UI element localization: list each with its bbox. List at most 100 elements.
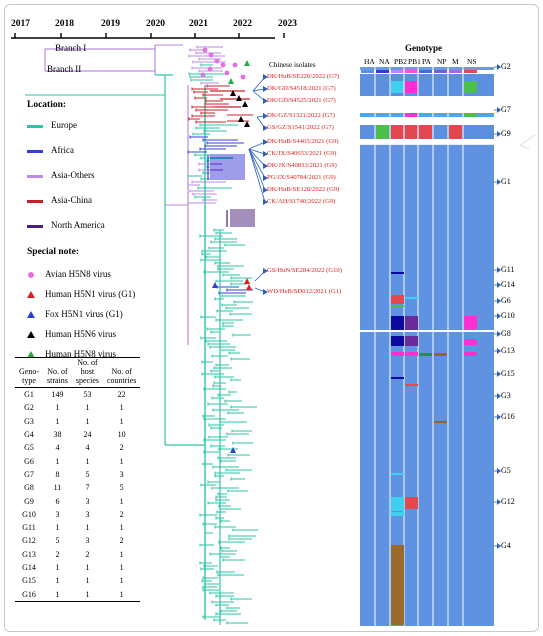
cell xyxy=(391,316,404,330)
genotype-label: G7 xyxy=(501,105,511,114)
avian-h5n8-dot-icon xyxy=(240,74,246,80)
europe-swatch xyxy=(27,125,43,128)
genotype-label: G13 xyxy=(501,346,515,355)
cell xyxy=(391,336,404,346)
segment-header: PB2 xyxy=(394,57,407,66)
table-header-row: Geno- type No. of strains No. of host spec… xyxy=(15,357,141,388)
segment-header: NS xyxy=(467,57,477,66)
genotype-summary-table: Geno- type No. of strains No. of host spec… xyxy=(15,357,141,602)
table-cell: G1 xyxy=(24,390,34,400)
genotype-label: G14 xyxy=(501,280,515,289)
pointer-arrow-icon xyxy=(263,113,268,119)
legend-asia-others: Asia-Others xyxy=(51,170,95,180)
table-cell: 1 xyxy=(119,456,124,466)
table-row: G4 38 24 10 xyxy=(15,428,140,441)
table-cell: G14 xyxy=(22,563,36,572)
pointer-arrow-icon xyxy=(497,282,501,288)
figure-frame: 2017 2018 2019 2020 2021 2022 2023 Branc… xyxy=(4,4,539,632)
cell xyxy=(464,316,477,330)
pointer-arrow-icon xyxy=(497,179,501,185)
table-cell: 1 xyxy=(55,523,60,533)
pointer-arrow-icon xyxy=(263,187,268,193)
pointer-line xyxy=(248,148,266,167)
legend-human-h5n8: Human H5N8 virus xyxy=(45,349,116,359)
pointer-arrow-icon xyxy=(497,468,501,474)
isolate-label: DK/JX/S40833/2021 (G9) xyxy=(267,162,337,169)
table-row: G3 1 1 1 xyxy=(15,415,140,428)
table-cell: 2 xyxy=(119,536,124,546)
pointer-arrow-icon xyxy=(263,98,268,104)
table-cell: 3 xyxy=(119,469,124,479)
table-cell: 5 xyxy=(85,469,90,479)
table-header-cell: No. of host species xyxy=(75,358,99,385)
cell xyxy=(405,125,418,139)
table-row: G13 2 2 1 xyxy=(15,548,140,561)
pointer-arrow-icon xyxy=(497,313,501,319)
pointer-arrow-icon xyxy=(497,131,501,137)
cell xyxy=(464,339,477,345)
table-cell: 24 xyxy=(83,430,92,440)
location-legend-title: Location: xyxy=(27,100,67,110)
branch-2-label: Branch II xyxy=(47,64,82,74)
table-cell: G6 xyxy=(24,456,34,466)
year-label: 2020 xyxy=(146,19,165,29)
table-cell: 1 xyxy=(55,456,60,466)
table-row: G9 6 3 1 xyxy=(15,494,140,507)
segment-header: PB1 xyxy=(408,57,421,66)
human-h5n6-triangle-icon xyxy=(27,331,35,338)
cell xyxy=(376,125,389,139)
table-cell: 149 xyxy=(51,390,64,400)
segment-stripe xyxy=(449,70,462,73)
table-cell: 6 xyxy=(55,496,60,506)
segment-stripe xyxy=(361,70,374,73)
table-cell: G15 xyxy=(22,576,36,586)
g7-band xyxy=(360,113,494,117)
table-cell: 10 xyxy=(117,430,126,440)
year-label: 2017 xyxy=(11,19,30,29)
year-label: 2019 xyxy=(101,19,120,29)
table-cell: 7 xyxy=(85,483,90,493)
table-cell: 1 xyxy=(55,563,60,572)
africa-swatch xyxy=(27,150,43,153)
pointer-arrow-icon xyxy=(497,348,501,354)
table-cell: G12 xyxy=(22,536,36,546)
year-label: 2018 xyxy=(55,19,74,29)
avian-h5n8-dot-icon xyxy=(214,58,220,64)
segment-stripe xyxy=(376,70,389,73)
table-row: G7 8 5 3 xyxy=(15,468,140,481)
table-cell: 2 xyxy=(85,549,90,559)
table-cell: 5 xyxy=(119,483,124,493)
segment-stripe xyxy=(419,70,432,73)
table-cell: G8 xyxy=(24,483,34,493)
table-row: G5 4 4 2 xyxy=(15,441,140,454)
pointer-line xyxy=(248,148,266,155)
cell xyxy=(391,305,404,307)
fox-h5n1-triangle-icon xyxy=(230,447,236,453)
cell xyxy=(391,473,404,475)
cell xyxy=(405,113,418,117)
watermark-arrow xyxy=(519,134,536,146)
cell xyxy=(391,125,404,139)
table-cell: 1 xyxy=(85,456,90,466)
isolate-label: DK/HuB/S4465/2021 (G9) xyxy=(267,138,339,145)
pointer-arrow-icon xyxy=(497,543,501,549)
pointer-arrow-icon xyxy=(497,107,501,113)
cell xyxy=(405,352,418,356)
legend-africa: Africa xyxy=(51,145,74,155)
table-row: G2 1 1 1 xyxy=(15,401,140,414)
human-h5n6-triangle-icon xyxy=(230,90,236,96)
watermark-arrow xyxy=(519,144,530,150)
cell xyxy=(405,81,418,93)
avian-h5n8-dot-icon xyxy=(202,47,208,53)
table-row: G1 149 53 22 xyxy=(15,388,140,402)
table-header-cell: Geno- type xyxy=(19,367,39,385)
human-h5n8-triangle-icon xyxy=(228,78,234,84)
avian-h5n8-dot-icon xyxy=(232,62,238,68)
table-cell: G7 xyxy=(24,469,34,479)
table-cell: 1 xyxy=(55,589,60,599)
table-cell: G2 xyxy=(24,403,34,413)
table-cell: 1 xyxy=(119,563,124,572)
legend-asia-china: Asia-China xyxy=(51,195,92,205)
cell xyxy=(391,352,404,356)
segment-stripe xyxy=(405,70,418,73)
